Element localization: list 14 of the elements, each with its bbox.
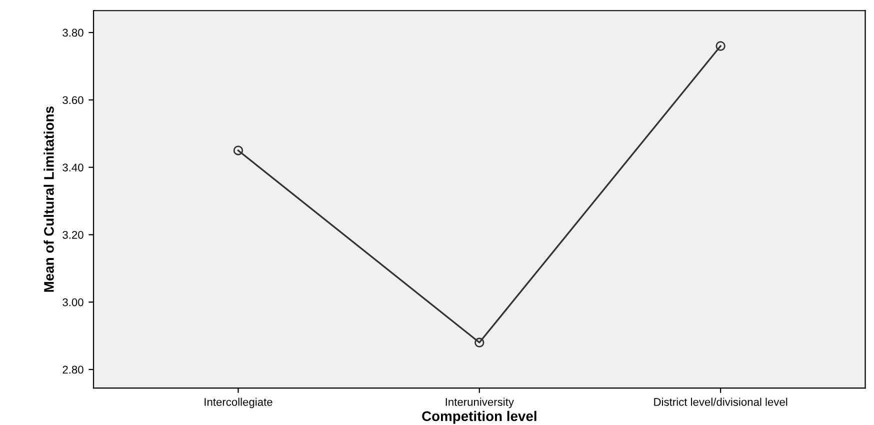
y-tick-label: 3.80	[62, 28, 84, 37]
y-tick-label: 3.60	[62, 96, 84, 104]
point	[474, 338, 484, 348]
x-axis-title: Competition level	[422, 410, 536, 424]
y-tick-label: 2.80	[62, 366, 84, 374]
x-tick-label: Interuniversity	[446, 398, 514, 408]
y-tick-label: 3.00	[62, 298, 84, 306]
y-axis-title: Mean of Cultural Limitations	[44, 106, 54, 292]
x-tick-label: Intercollegiate	[204, 398, 272, 408]
y-tick-label: 3.20	[62, 230, 84, 239]
point	[233, 146, 244, 156]
y-tick-label: 3.40	[62, 164, 84, 172]
x-tick-label: District level/divisional level	[654, 398, 788, 406]
point	[716, 41, 726, 51]
